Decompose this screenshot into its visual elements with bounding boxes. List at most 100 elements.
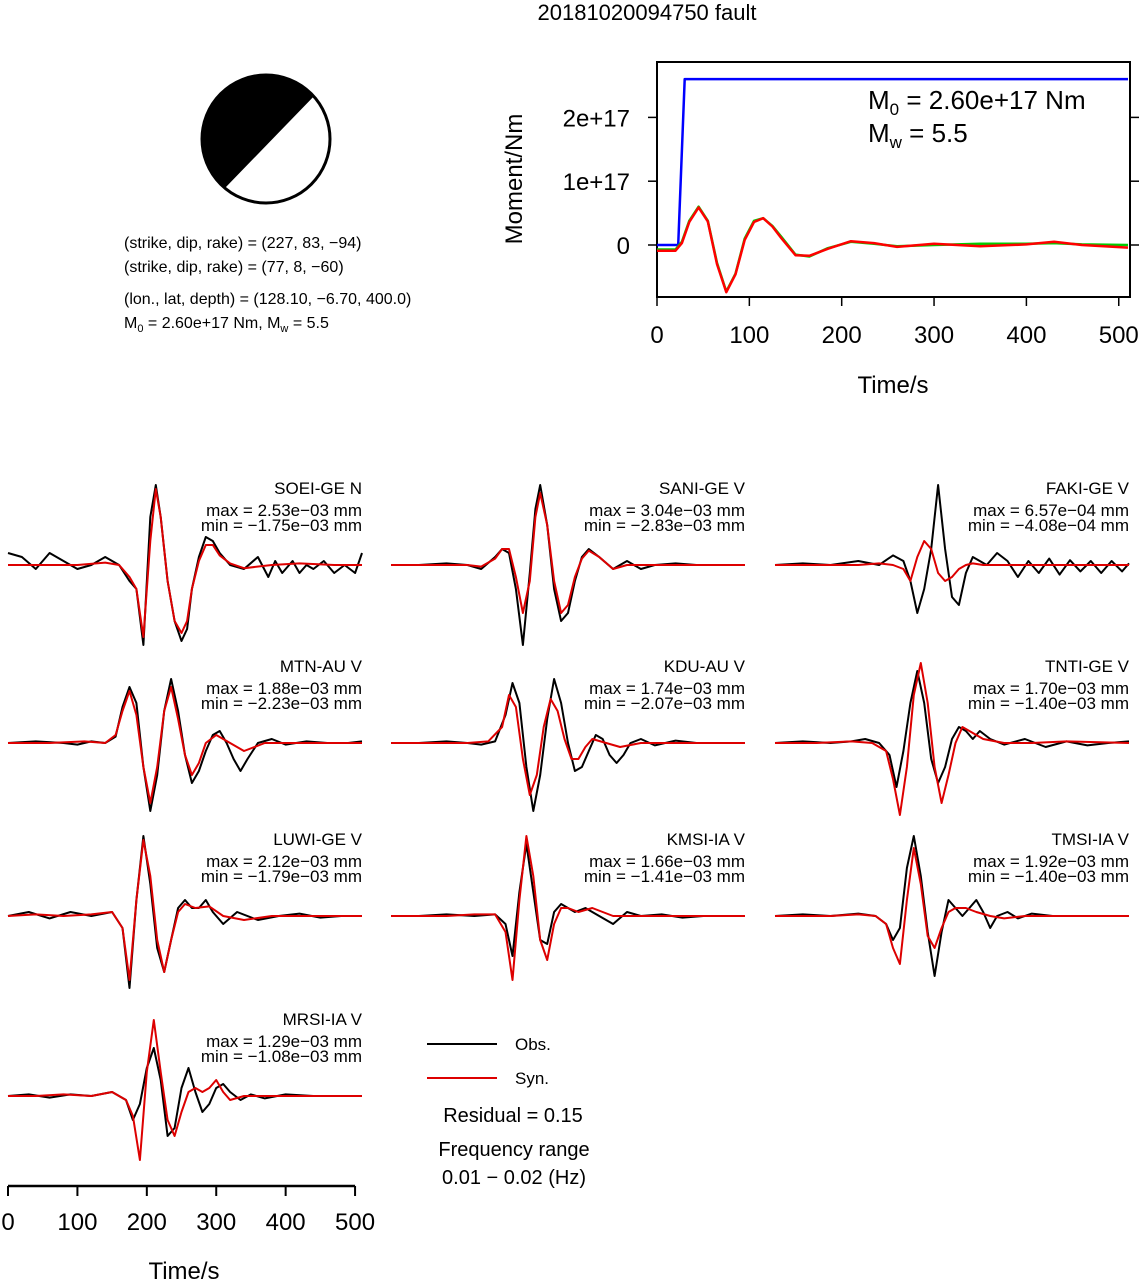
waveform-x-tick-label: 400 [266,1209,306,1236]
moment-plot-frame [656,61,1131,298]
mechanism-magnitude: M0 = 2.60e+17 Nm, Mw = 5.5 [124,315,329,335]
m0-symbol: M [124,315,137,332]
station-name: SANI-GE V [659,479,746,498]
moment-x-tick-label: 0 [650,322,663,349]
moment-x-label: Time/s [857,372,928,399]
mw-subscript: w [279,323,288,335]
station-name: MRSI-IA V [283,1010,363,1029]
moment-x-tick-label: 400 [1006,322,1046,349]
mechanism-line-2: (strike, dip, rake) = (77, 8, −60) [124,259,344,276]
observed-trace [391,678,745,812]
observed-trace [774,484,1130,614]
synthetic-trace [8,686,362,804]
m0-subscript: 0 [137,323,143,335]
waveform-x-tick-label: 300 [196,1209,236,1236]
moment-y-tick-label: 2e+17 [563,105,630,132]
station-min: min = −1.41e−03 mm [584,867,745,886]
synthetic-trace [7,839,362,981]
moment-y-label: Moment/Nm [501,114,528,245]
station-min: min = −2.83e−03 mm [584,516,745,535]
legend-syn-label: Syn. [515,1069,549,1088]
station-min: min = −1.75e−03 mm [201,516,362,535]
beachball [200,73,339,207]
moment-y-tick-label: 0 [617,233,630,260]
station-min: min = −1.79e−03 mm [201,867,362,886]
mechanism-line-1: (strike, dip, rake) = (227, 83, −94) [124,235,361,252]
mechanism-line-3: (lon., lat, depth) = (128.10, −6.70, 400… [124,291,411,308]
moment-mw-symbol: M [868,118,890,148]
synthetic-trace [391,835,745,981]
figure-title: 20181020094750 fault [538,0,757,25]
moment-rate-plot: 0 100 200 300 400 500 0 1e+17 2e+17 Time/s Moment/… [501,61,1139,399]
synthetic-trace [8,1019,362,1161]
moment-mw-value: = 5.5 [902,118,968,148]
moment-mw-annotation: Mw = 5.5 [868,118,968,152]
station-max: max = 1.70e−03 mm [973,679,1129,698]
synthetic-trace [775,662,1130,816]
moment-m0-value: = 2.60e+17 Nm [899,85,1085,115]
station-max: max = 1.88e−03 mm [206,679,362,698]
station-name: TNTI-GE V [1045,657,1130,676]
moment-m0-symbol: M [868,85,890,115]
station-name: TMSI-IA V [1052,830,1130,849]
waveform-x-tick-label: 100 [57,1209,97,1236]
synthetic-trace [391,492,745,614]
synthetic-trace [8,488,362,638]
waveform-x-tick-label: 500 [335,1209,375,1236]
station-max: max = 3.04e−03 mm [589,501,745,520]
moment-m0-annotation: M0 = 2.60e+17 Nm [868,85,1086,119]
synthetic-trace [391,694,745,796]
waveform-x-tick-label: 0 [1,1209,14,1236]
moment-m0-subscript: 0 [890,100,899,119]
m0-value: = 2.60e+17 Nm, M [143,315,280,332]
legend-frequency-value: 0.01 − 0.02 (Hz) [442,1167,586,1189]
waveform-x-label: Time/s [148,1258,219,1281]
beachball-white-quadrant [225,92,339,207]
moment-y-tick-label: 1e+17 [563,169,630,196]
waveform-time-axis: 0 100 200 300 400 500 Time/s [1,1184,375,1285]
moment-x-tick-label: 100 [729,322,769,349]
station-max: max = 1.74e−03 mm [589,679,745,698]
station-name: MTN-AU V [280,657,363,676]
station-min: min = −1.40e−03 mm [968,867,1129,886]
station-min: min = −2.07e−03 mm [584,694,745,713]
moment-x-tick-label: 500 [1099,322,1139,349]
station-max: max = 2.53e−03 mm [206,501,362,520]
station-max: max = 1.29e−03 mm [206,1032,362,1051]
station-min: min = −2.23e−03 mm [201,694,362,713]
mw-value: = 5.5 [288,315,329,332]
moment-x-tick-label: 200 [822,322,862,349]
moment-x-tick-label: 300 [914,322,954,349]
waveform-x-tick-label: 200 [127,1209,167,1236]
station-name: FAKI-GE V [1046,479,1130,498]
synthetic-trace [775,540,1129,582]
station-min: min = −4.08e−04 mm [968,516,1129,535]
moment-mw-subscript: w [889,133,903,152]
station-name: LUWI-GE V [273,830,362,849]
legend: Obs. Syn. Residual = 0.15 Frequency rang… [427,1035,590,1189]
station-max: max = 1.92e−03 mm [973,852,1129,871]
station-name: KDU-AU V [664,657,746,676]
legend-residual: Residual = 0.15 [443,1105,583,1127]
station-name: KMSI-IA V [667,830,746,849]
legend-obs-label: Obs. [515,1035,551,1054]
moment-rate-red-line [657,206,1129,294]
synthetic-trace [775,847,1129,965]
station-min: min = −1.08e−03 mm [201,1047,362,1066]
station-max: max = 1.66e−03 mm [589,852,745,871]
station-max: max = 6.57e−04 mm [973,501,1129,520]
station-name: SOEI-GE N [274,479,362,498]
legend-frequency-title: Frequency range [438,1139,589,1161]
